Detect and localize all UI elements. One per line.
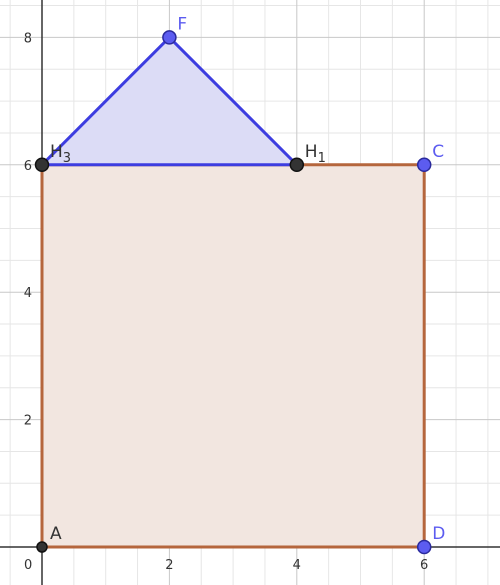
y-tick-label: 8 xyxy=(24,31,32,46)
label-a: A xyxy=(50,524,62,544)
point-h-1[interactable] xyxy=(290,158,303,171)
square-polygon[interactable] xyxy=(42,165,424,547)
x-tick-label: 4 xyxy=(293,558,301,573)
point-f[interactable] xyxy=(163,31,176,44)
label-f: F xyxy=(177,14,187,34)
label-d: D xyxy=(432,524,445,544)
label-h-1: H1 xyxy=(305,142,326,166)
point-c[interactable] xyxy=(418,158,431,171)
y-tick-label: 4 xyxy=(24,286,32,301)
x-tick-label: 6 xyxy=(420,558,428,573)
y-tick-label: 6 xyxy=(24,159,32,174)
origin-tick-label: 0 xyxy=(24,558,32,573)
point-h-3[interactable] xyxy=(36,158,49,171)
x-tick-label: 2 xyxy=(165,558,173,573)
point-a[interactable] xyxy=(37,542,47,552)
polygons xyxy=(42,37,424,547)
y-tick-label: 2 xyxy=(24,414,32,429)
point-d[interactable] xyxy=(418,541,431,554)
label-c: C xyxy=(432,142,444,162)
